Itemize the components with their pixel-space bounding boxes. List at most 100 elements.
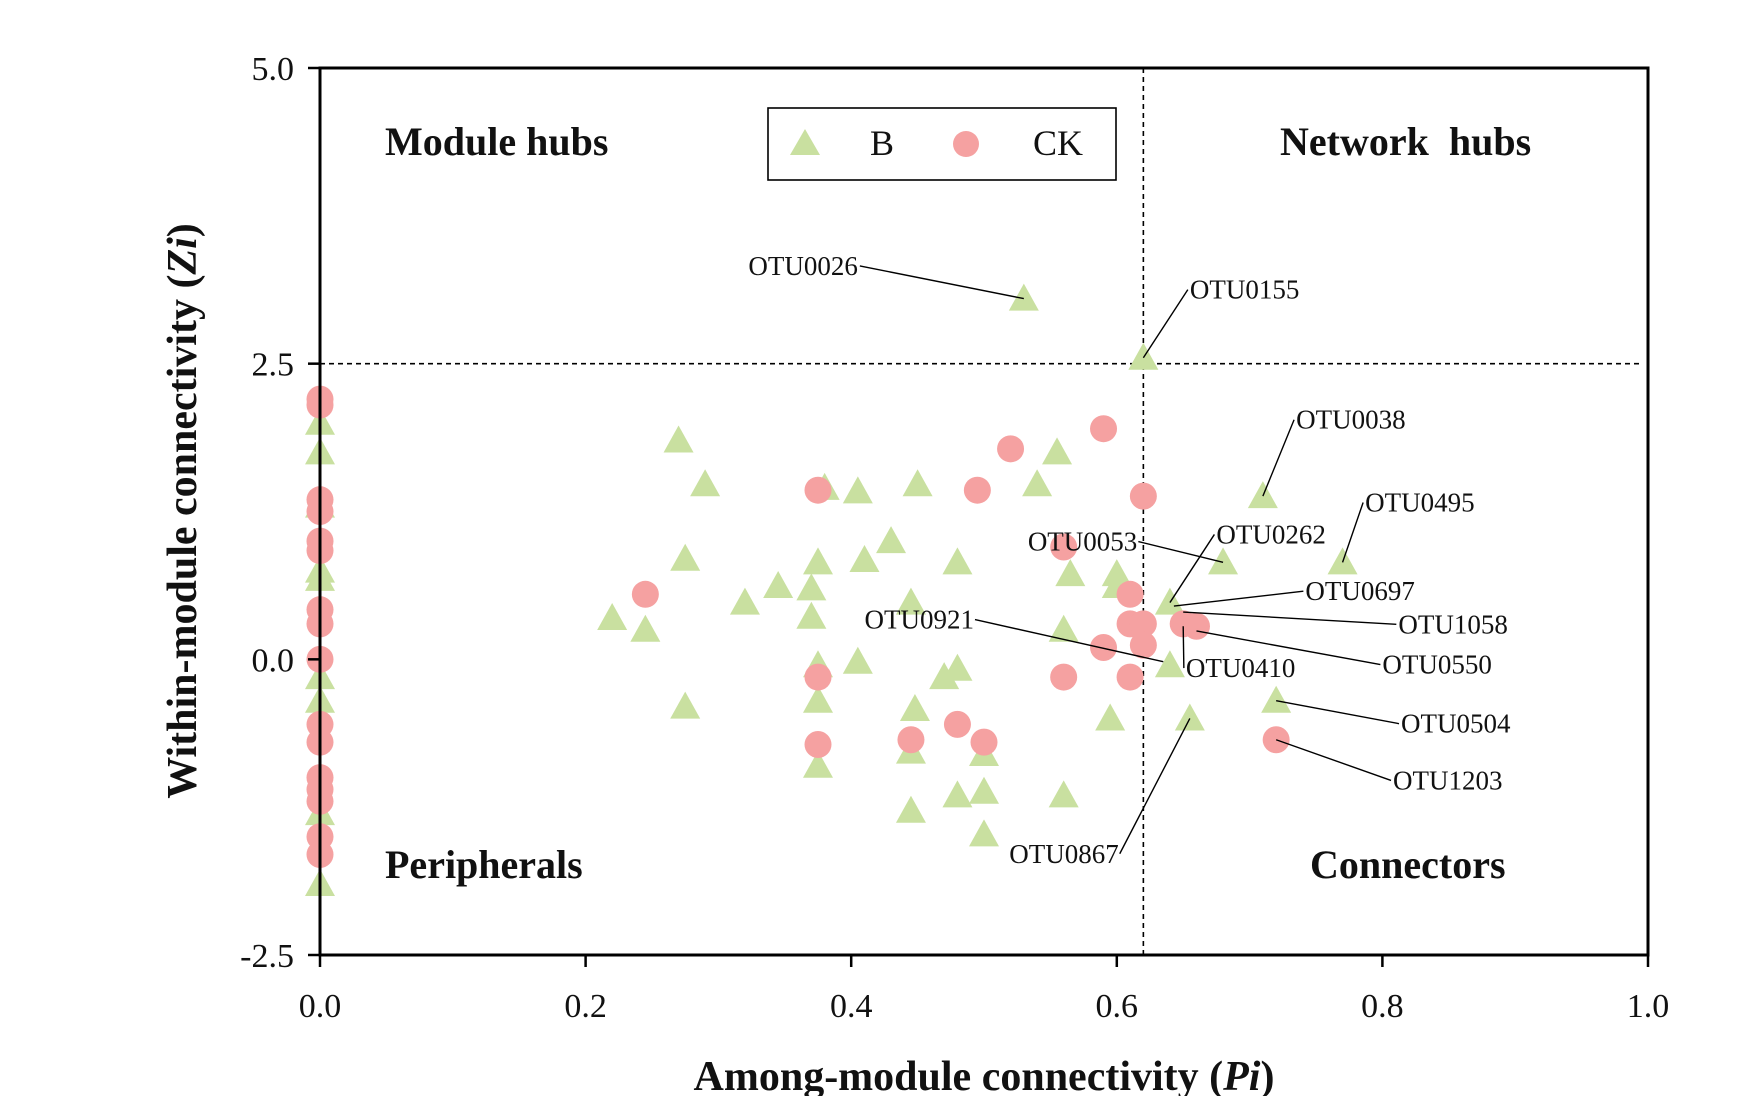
point-ck xyxy=(1129,631,1157,659)
annotation-leader-otu0410 xyxy=(1182,626,1185,669)
legend-marker-ck xyxy=(953,131,979,157)
point-ck xyxy=(1129,482,1157,510)
y-tick-label: 0.0 xyxy=(252,642,295,679)
annotation-leader-otu0550 xyxy=(1196,630,1381,666)
point-b xyxy=(969,819,999,847)
x-tick-label: 0.4 xyxy=(830,988,873,1025)
annotation-labels: OTU0026 OTU0155 OTU0038 OTU0495 OTU0053 OTU02… xyxy=(748,251,1511,869)
legend-label-ck: CK xyxy=(1033,123,1083,163)
y-tick-label: 2.5 xyxy=(252,347,295,384)
annotation-label-otu0026: OTU0026 xyxy=(748,251,858,281)
annotation-label-otu0495: OTU0495 xyxy=(1365,488,1475,518)
x-tick-label: 1.0 xyxy=(1627,988,1670,1025)
point-ck xyxy=(970,728,998,756)
point-b xyxy=(1022,469,1053,497)
annotation-leader-otu0697 xyxy=(1173,590,1304,607)
point-b xyxy=(842,476,873,504)
point-ck xyxy=(804,663,832,691)
annotation-label-otu0867: OTU0867 xyxy=(1009,839,1118,869)
point-b xyxy=(942,547,973,575)
point-b xyxy=(1261,685,1292,713)
point-b xyxy=(899,694,930,722)
point-ck xyxy=(943,710,971,738)
annotation-leader-otu0038 xyxy=(1262,419,1295,497)
annotation-leader-otu1058 xyxy=(1183,611,1397,626)
point-b xyxy=(1008,283,1039,311)
point-b xyxy=(796,601,827,629)
point-b xyxy=(597,602,628,630)
x-tick-label: 0.0 xyxy=(299,988,342,1025)
point-ck xyxy=(897,726,925,754)
annotation-leader-otu0155 xyxy=(1142,289,1189,359)
x-axis-ticks: 0.0 0.2 0.4 0.6 0.8 1.0 xyxy=(299,955,1670,1025)
point-ck xyxy=(963,476,991,504)
annotation-label-otu0262: OTU0262 xyxy=(1216,519,1326,549)
annotation-leaders xyxy=(859,265,1400,855)
point-b xyxy=(670,543,701,571)
quadrant-label-connectors: Connectors xyxy=(1310,842,1506,887)
annotation-leader-otu1203 xyxy=(1275,739,1392,782)
point-b xyxy=(690,469,721,497)
point-b xyxy=(630,614,661,642)
point-ck xyxy=(1116,663,1144,691)
quadrant-label-peripherals: Peripherals xyxy=(385,842,583,887)
point-b xyxy=(803,685,833,713)
data-points xyxy=(305,283,1358,897)
point-b xyxy=(876,526,907,554)
annotation-label-otu0504: OTU0504 xyxy=(1401,709,1511,739)
point-b xyxy=(895,795,926,823)
x-axis-title: Among-module connectivity (Pi) xyxy=(694,1054,1275,1096)
point-ck xyxy=(1116,580,1144,608)
point-ck xyxy=(631,580,659,608)
y-tick-label: -2.5 xyxy=(240,938,294,975)
annotation-leader-otu0495 xyxy=(1341,502,1364,563)
annotation-leader-otu0053 xyxy=(1138,540,1224,564)
quadrant-label-network-hubs: Network hubs xyxy=(1280,119,1531,164)
annotation-label-otu0550: OTU0550 xyxy=(1382,650,1492,680)
point-b xyxy=(803,547,833,575)
point-ck xyxy=(804,730,832,758)
point-b xyxy=(1042,437,1073,465)
x-tick-label: 0.2 xyxy=(564,988,607,1025)
annotation-leader-otu0867 xyxy=(1119,718,1191,855)
point-b xyxy=(842,646,873,674)
point-b xyxy=(763,571,794,599)
point-b xyxy=(969,776,999,804)
point-b xyxy=(942,653,973,681)
point-b xyxy=(1174,703,1205,731)
point-b xyxy=(729,587,760,615)
point-ck xyxy=(997,435,1025,463)
point-b xyxy=(796,573,827,601)
y-tick-label: 5.0 xyxy=(252,51,295,88)
annotation-label-otu0410: OTU0410 xyxy=(1186,653,1296,683)
point-ck xyxy=(1090,634,1118,662)
point-ck xyxy=(1050,533,1078,561)
point-ck xyxy=(804,476,832,504)
point-b xyxy=(1154,650,1185,678)
x-tick-label: 0.6 xyxy=(1096,988,1139,1025)
quadrant-label-module-hubs: Module hubs xyxy=(385,119,608,164)
point-b xyxy=(929,662,960,690)
annotation-label-otu0921: OTU0921 xyxy=(864,605,974,635)
legend-marker-b xyxy=(790,129,820,155)
annotation-label-otu0053: OTU0053 xyxy=(1028,527,1138,557)
point-b xyxy=(849,544,880,572)
x-tick-label: 0.8 xyxy=(1361,988,1404,1025)
legend-label-b: B xyxy=(870,123,894,163)
point-b xyxy=(942,780,973,808)
annotation-leader-otu0504 xyxy=(1276,700,1400,725)
y-axis-ticks: -2.5 0.0 2.5 5.0 xyxy=(240,51,320,975)
point-b xyxy=(1128,342,1159,370)
annotation-leader-otu0026 xyxy=(859,265,1024,300)
y-axis-title: Within-module connectivity (Zi) xyxy=(160,223,206,799)
point-b xyxy=(895,587,926,615)
point-b xyxy=(1095,703,1126,731)
point-ck xyxy=(1182,612,1210,640)
point-ck xyxy=(1090,415,1118,443)
point-b xyxy=(1048,614,1079,642)
annotation-leader-otu0921 xyxy=(974,618,1164,663)
point-b xyxy=(1048,780,1079,808)
point-b xyxy=(1055,559,1086,587)
point-b xyxy=(663,425,694,453)
annotation-leader-otu0262 xyxy=(1169,534,1215,603)
